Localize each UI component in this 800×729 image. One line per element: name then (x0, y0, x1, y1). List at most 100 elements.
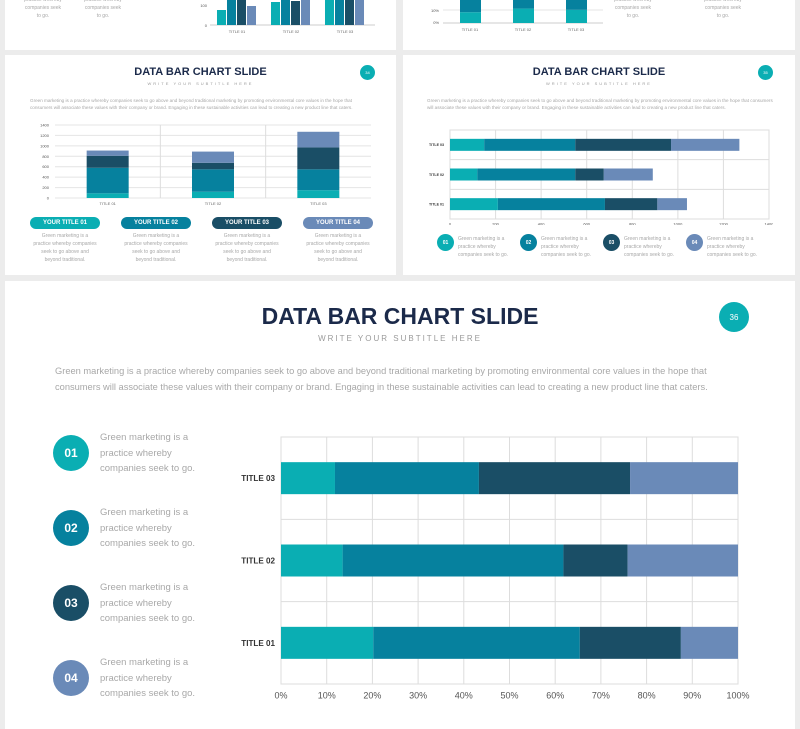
bar-segment (86, 155, 129, 168)
slide-35[interactable]: DATA BAR CHART SLIDE WRITE YOUR SUBTITLE… (403, 55, 795, 275)
bar-segment (460, 0, 481, 13)
category-label: TITLE 01 (241, 639, 275, 648)
x-tick-label: 40% (455, 690, 473, 700)
slide-title: DATA BAR CHART SLIDE (532, 66, 666, 78)
top-right-chart: 10% 0% TITLE 01 TITLE 02 TITLE 03 (431, 0, 603, 32)
bar-segment (86, 150, 129, 156)
y-tick-label: 0% (433, 20, 439, 25)
x-tick-label: 10% (318, 690, 336, 700)
bar (301, 0, 310, 25)
title-pill-1[interactable]: YOUR TITLE 01 (30, 217, 100, 229)
bar (271, 2, 280, 25)
item-description: Green marketing is a practice whereby co… (541, 236, 592, 258)
slide-36[interactable]: DATA BAR CHART SLIDE WRITE YOUR SUBTITLE… (5, 281, 795, 729)
x-tick-label: 0% (274, 690, 287, 700)
bar (247, 6, 256, 25)
page-number: 36 (719, 302, 749, 332)
category-label: TITLE 03 (429, 143, 444, 147)
bar-segment (86, 167, 129, 194)
bar (291, 1, 300, 25)
bar-segment (671, 138, 740, 151)
x-tick-label: 70% (592, 690, 610, 700)
pill-description: Green marketing is a practice whereby co… (215, 233, 279, 263)
bar-segment (297, 131, 340, 148)
number-circle-04: 04 (686, 234, 703, 251)
bar (325, 0, 334, 25)
title-pill-4[interactable]: YOUR TITLE 04 (303, 217, 373, 229)
bar-segment (342, 544, 564, 577)
bar-segment (297, 147, 340, 170)
bar-segment (450, 198, 498, 211)
horizontal-bar-chart: 0 200 400 600 800 1000 1200 1400 TITLE 03 TITLE 0… (429, 129, 773, 225)
bar-segment (497, 198, 605, 211)
x-tick-label: 50% (500, 690, 518, 700)
pill-description: Green marketing is a practice whereby co… (306, 233, 370, 263)
item-description: Green marketing is a practice whereby co… (100, 507, 196, 550)
slide-top-right[interactable]: practice whereby companies seek to go. p… (403, 0, 795, 50)
bar-segment (680, 626, 738, 659)
title-pill-3[interactable]: YOUR TITLE 03 (212, 217, 282, 229)
bar-segment (86, 193, 129, 198)
title-pill-2[interactable]: YOUR TITLE 02 (121, 217, 191, 229)
bar-segment (281, 462, 335, 495)
bar-segment (575, 138, 672, 151)
y-tick-label: 1400 (40, 123, 50, 128)
y-tick-label: 100 (200, 3, 207, 8)
bar-segment (579, 626, 681, 659)
column-chart: 0 200 400 600 800 1000 1200 1400 TITLE 01 TITLE 0… (40, 123, 371, 206)
category-label: TITLE 01 (229, 29, 246, 34)
item-description: Green marketing is a practice whereby co… (100, 582, 196, 625)
category-label: TITLE 02 (283, 29, 300, 34)
x-tick-label: 400 (538, 221, 545, 225)
item-description: Green marketing is a practice whereby co… (100, 657, 196, 700)
y-tick-label: 800 (42, 154, 49, 159)
bar-segment (566, 0, 587, 10)
number-circle-03: 03 (603, 234, 620, 251)
x-tick-label: 80% (638, 690, 656, 700)
x-tick-label: 30% (409, 690, 427, 700)
pill-description: Green marketing is a practice whereby co… (33, 233, 97, 263)
item-description: Green marketing is a practice whereby co… (458, 236, 509, 258)
bar-segment (281, 626, 374, 659)
bar-segment (604, 198, 658, 211)
y-tick-label: 1000 (40, 143, 50, 148)
category-label: TITLE 01 (429, 203, 444, 207)
bar-segment (297, 190, 340, 198)
bar-segment (657, 198, 687, 211)
top-left-chart: 100 0 TITLE 01 TITLE 02 TITLE 03 (200, 0, 375, 34)
x-tick-label: 1000 (673, 221, 683, 225)
bar-segment (297, 169, 340, 191)
x-tick-label: 0 (449, 221, 452, 225)
number-circle-03: 03 (53, 585, 89, 621)
bar-segment (477, 168, 576, 181)
bar-segment (563, 544, 628, 577)
slide-subtitle: WRITE YOUR SUBTITLE HERE (318, 334, 482, 343)
top-left-text-1: practice whereby companies seek to go. (24, 0, 62, 19)
bar-segment (192, 151, 234, 163)
bar (217, 10, 226, 25)
bar (281, 0, 290, 25)
bar-segment (334, 462, 479, 495)
slide-34[interactable]: DATA BAR CHART SLIDE WRITE YOUR SUBTITLE… (5, 55, 396, 275)
bar-segment (478, 462, 631, 495)
top-left-text-2: practice whereby companies seek to go. (84, 0, 122, 19)
category-label: TITLE 02 (429, 173, 444, 177)
y-tick-label: 200 (42, 185, 49, 190)
x-tick-label: 200 (492, 221, 499, 225)
category-label: TITLE 03 (337, 29, 354, 34)
slide-paragraph: Green marketing is a practice whereby co… (55, 366, 708, 393)
slide-top-left[interactable]: practice whereby companies seek to go. p… (5, 0, 396, 50)
bar-segment (281, 544, 343, 577)
slide-title: DATA BAR CHART SLIDE (261, 303, 539, 329)
bar-segment (460, 12, 481, 23)
x-tick-label: 90% (683, 690, 701, 700)
bar-segment (192, 169, 234, 192)
y-tick-label: 600 (42, 164, 49, 169)
category-label: TITLE 03 (310, 201, 327, 206)
bar (345, 0, 354, 25)
bar (335, 0, 344, 25)
bar-segment (484, 138, 576, 151)
slide-title: DATA BAR CHART SLIDE (134, 66, 267, 78)
y-tick-label: 1200 (40, 133, 50, 138)
percent-bar-chart: 0% 10% 20% 30% 40% 50% 60% 70% 80% 90% 100% TITLE 0… (241, 436, 750, 700)
